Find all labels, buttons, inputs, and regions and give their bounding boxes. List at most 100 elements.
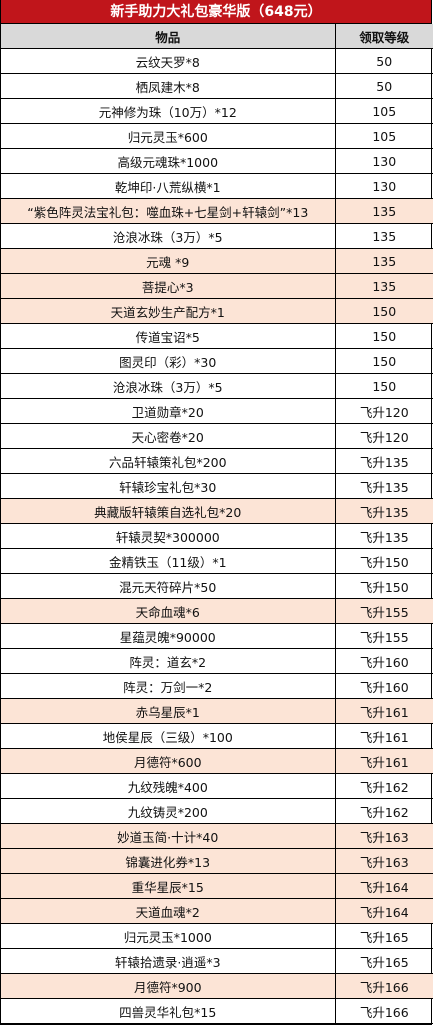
item-cell: 阵灵：万剑一*2 [1, 673, 336, 699]
item-cell: 天心密卷*20 [1, 423, 336, 449]
table-row: 传道宝诏*5 150 [1, 323, 433, 349]
item-cell: 妙道玉简·十计*40 [1, 823, 336, 849]
level-cell: 飞升161 [334, 698, 433, 724]
item-column-header: 物品 [1, 24, 336, 49]
table-row: 沧浪冰珠（3万）*5 150 [1, 373, 433, 399]
level-cell: 150 [334, 348, 433, 374]
table-row: 天心密卷*20 飞升120 [1, 423, 433, 449]
level-cell: 飞升163 [334, 848, 433, 874]
table-row: 九纹铸灵*200 飞升162 [1, 798, 433, 824]
table-row: 轩辕灵契*300000 飞升135 [1, 523, 433, 549]
table-row: 卫道勋章*20 飞升120 [1, 398, 433, 424]
item-cell: 锦囊进化券*13 [1, 848, 336, 874]
level-cell: 50 [334, 48, 433, 74]
item-cell: 四兽灵华礼包*15 [1, 998, 336, 1024]
table-row: 轩辕珍宝礼包*30 飞升135 [1, 473, 433, 499]
table-row: 高级元魂珠*1000 130 [1, 148, 433, 174]
table-row: 阵灵：道玄*2 飞升160 [1, 648, 433, 674]
level-cell: 飞升155 [334, 598, 433, 624]
table-row: 天道血魂*2 飞升164 [1, 898, 433, 924]
table-row: 元魂 *9 135 [1, 248, 433, 274]
level-column-header: 领取等级 [334, 24, 433, 49]
level-cell: 飞升120 [334, 423, 433, 449]
table-row: 月德符*900 飞升166 [1, 973, 433, 999]
item-cell: 卫道勋章*20 [1, 398, 336, 424]
level-cell: 105 [334, 98, 433, 124]
level-cell: 50 [334, 73, 433, 99]
table-row: 天道玄妙生产配方*1 150 [1, 298, 433, 324]
item-cell: 菩提心*3 [1, 273, 336, 299]
level-cell: 105 [334, 123, 433, 149]
level-cell: 飞升150 [334, 548, 433, 574]
level-cell: 飞升165 [334, 923, 433, 949]
level-cell: 135 [334, 273, 433, 299]
table-row: 金精铁玉（11级）*1 飞升150 [1, 548, 433, 574]
item-cell: 归元灵玉*1000 [1, 923, 336, 949]
table-row: 锦囊进化券*13 飞升163 [1, 848, 433, 874]
item-cell: 天命血魂*6 [1, 598, 336, 624]
item-cell: 天道血魂*2 [1, 898, 336, 924]
item-cell: 云纹天罗*8 [1, 48, 336, 74]
item-cell: 阵灵：道玄*2 [1, 648, 336, 674]
table-row: 星蕴灵魄*90000 飞升155 [1, 623, 433, 649]
level-cell: 150 [334, 323, 433, 349]
item-cell: “紫色阵灵法宝礼包：噬血珠+七星剑+轩辕剑”*13 [1, 198, 336, 224]
table-row: 图灵印（彩）*30 150 [1, 348, 433, 374]
reward-table: 物品 领取等级 云纹天罗*8 50 栖凤建木*8 50 元神修为珠（10万）*12 105… [1, 24, 433, 1024]
table-row: 典藏版轩辕策自选礼包*20 飞升135 [1, 498, 433, 524]
level-cell: 飞升166 [334, 998, 433, 1024]
table-title: 新手助力大礼包豪华版（648元） [1, 0, 431, 24]
item-cell: 沧浪冰珠（3万）*5 [1, 373, 336, 399]
item-cell: 乾坤印·八荒纵横*1 [1, 173, 336, 199]
level-cell: 飞升155 [334, 623, 433, 649]
item-cell: 图灵印（彩）*30 [1, 348, 336, 374]
level-cell: 130 [334, 148, 433, 174]
level-cell: 飞升135 [334, 473, 433, 499]
item-cell: 轩辕珍宝礼包*30 [1, 473, 336, 499]
table-row: 地侯星辰（三级）*100 飞升161 [1, 723, 433, 749]
item-cell: 轩辕拾遗录·逍遥*3 [1, 948, 336, 974]
table-row: 重华星辰*15 飞升164 [1, 873, 433, 899]
level-cell: 飞升135 [334, 498, 433, 524]
table-row: 菩提心*3 135 [1, 273, 433, 299]
level-cell: 飞升161 [334, 748, 433, 774]
item-cell: 典藏版轩辕策自选礼包*20 [1, 498, 336, 524]
table-body: 云纹天罗*8 50 栖凤建木*8 50 元神修为珠（10万）*12 105 归元灵玉*600… [1, 48, 433, 1024]
level-cell: 飞升162 [334, 773, 433, 799]
table-row: 六品轩辕策礼包*200 飞升135 [1, 448, 433, 474]
table-row: 归元灵玉*1000 飞升165 [1, 923, 433, 949]
level-cell: 飞升160 [334, 673, 433, 699]
level-cell: 飞升164 [334, 898, 433, 924]
item-cell: 地侯星辰（三级）*100 [1, 723, 336, 749]
table-row: 栖凤建木*8 50 [1, 73, 433, 99]
table-row: 元神修为珠（10万）*12 105 [1, 98, 433, 124]
level-cell: 飞升150 [334, 573, 433, 599]
item-cell: 沧浪冰珠（3万）*5 [1, 223, 336, 249]
level-cell: 飞升166 [334, 973, 433, 999]
item-cell: 重华星辰*15 [1, 873, 336, 899]
item-cell: 元神修为珠（10万）*12 [1, 98, 336, 124]
level-cell: 135 [334, 198, 433, 224]
table-row: 妙道玉简·十计*40 飞升163 [1, 823, 433, 849]
item-cell: 九纹铸灵*200 [1, 798, 336, 824]
table-row: 归元灵玉*600 105 [1, 123, 433, 149]
item-cell: 元魂 *9 [1, 248, 336, 274]
level-cell: 飞升163 [334, 823, 433, 849]
item-cell: 星蕴灵魄*90000 [1, 623, 336, 649]
table-row: 天命血魂*6 飞升155 [1, 598, 433, 624]
level-cell: 飞升165 [334, 948, 433, 974]
level-cell: 飞升135 [334, 448, 433, 474]
item-cell: 混元天符碎片*50 [1, 573, 336, 599]
table-row: 九纹残魄*400 飞升162 [1, 773, 433, 799]
level-cell: 飞升120 [334, 398, 433, 424]
item-cell: 天道玄妙生产配方*1 [1, 298, 336, 324]
table-row: 阵灵：万剑一*2 飞升160 [1, 673, 433, 699]
level-cell: 飞升164 [334, 873, 433, 899]
table-row: 乾坤印·八荒纵横*1 130 [1, 173, 433, 199]
level-cell: 135 [334, 223, 433, 249]
item-cell: 月德符*900 [1, 973, 336, 999]
item-cell: 九纹残魄*400 [1, 773, 336, 799]
header-row: 物品 领取等级 [1, 24, 433, 49]
item-cell: 赤乌星辰*1 [1, 698, 336, 724]
